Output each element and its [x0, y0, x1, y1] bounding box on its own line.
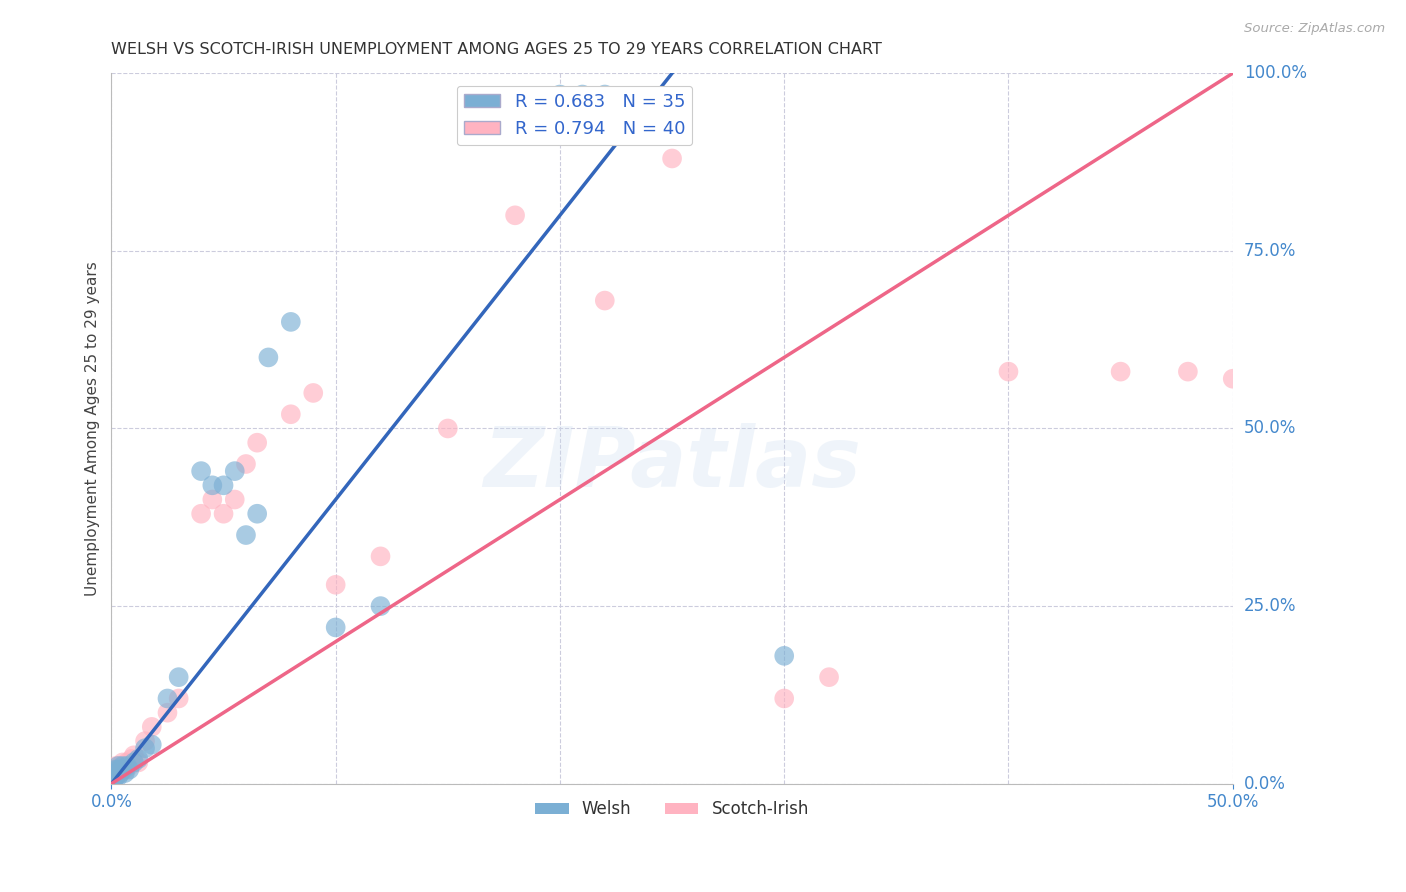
Point	[127, 756, 149, 770]
Point	[107, 766, 129, 780]
Point	[107, 770, 129, 784]
Point	[114, 763, 136, 777]
Point	[280, 315, 302, 329]
Point	[103, 773, 125, 788]
Point	[661, 152, 683, 166]
Point	[224, 464, 246, 478]
Text: 0.0%: 0.0%	[1244, 775, 1286, 793]
Point	[115, 756, 138, 770]
Point	[156, 691, 179, 706]
Point	[104, 766, 127, 780]
Point	[111, 763, 134, 777]
Text: WELSH VS SCOTCH-IRISH UNEMPLOYMENT AMONG AGES 25 TO 29 YEARS CORRELATION CHART: WELSH VS SCOTCH-IRISH UNEMPLOYMENT AMONG…	[111, 42, 883, 57]
Point	[773, 691, 796, 706]
Point	[118, 763, 141, 777]
Point	[257, 351, 280, 365]
Point	[115, 759, 138, 773]
Point	[1177, 365, 1199, 379]
Point	[103, 766, 125, 780]
Point	[235, 457, 257, 471]
Point	[107, 759, 129, 773]
Point	[118, 759, 141, 773]
Point	[773, 648, 796, 663]
Point	[141, 720, 163, 734]
Point	[134, 741, 156, 756]
Point	[224, 492, 246, 507]
Point	[121, 752, 143, 766]
Point	[107, 763, 129, 777]
Point	[246, 507, 269, 521]
Point	[201, 478, 224, 492]
Point	[122, 748, 145, 763]
Point	[436, 421, 458, 435]
Point	[325, 620, 347, 634]
Point	[110, 759, 132, 773]
Point	[134, 734, 156, 748]
Point	[104, 763, 127, 777]
Point	[167, 691, 190, 706]
Point	[246, 435, 269, 450]
Point	[156, 706, 179, 720]
Point	[111, 759, 134, 773]
Text: 50.0%: 50.0%	[1244, 419, 1296, 437]
Point	[107, 763, 129, 777]
Point	[190, 507, 212, 521]
Point	[593, 87, 616, 102]
Point	[997, 365, 1019, 379]
Point	[571, 87, 593, 102]
Point	[1222, 372, 1244, 386]
Point	[593, 293, 616, 308]
Legend: Welsh, Scotch-Irish: Welsh, Scotch-Irish	[529, 794, 815, 825]
Text: 75.0%: 75.0%	[1244, 242, 1296, 260]
Text: Source: ZipAtlas.com: Source: ZipAtlas.com	[1244, 22, 1385, 36]
Point	[1109, 365, 1132, 379]
Point	[111, 763, 134, 777]
Point	[104, 770, 127, 784]
Point	[302, 386, 325, 401]
Point	[110, 763, 132, 777]
Point	[111, 756, 134, 770]
Point	[818, 670, 841, 684]
Point	[127, 752, 149, 766]
Point	[325, 578, 347, 592]
Y-axis label: Unemployment Among Ages 25 to 29 years: Unemployment Among Ages 25 to 29 years	[86, 261, 100, 596]
Point	[235, 528, 257, 542]
Point	[212, 478, 235, 492]
Point	[370, 549, 392, 564]
Point	[110, 766, 132, 780]
Point	[103, 771, 125, 785]
Point	[103, 770, 125, 784]
Point	[104, 763, 127, 777]
Point	[190, 464, 212, 478]
Point	[167, 670, 190, 684]
Point	[280, 407, 302, 421]
Point	[104, 759, 127, 773]
Point	[212, 507, 235, 521]
Point	[114, 766, 136, 780]
Point	[104, 770, 127, 784]
Point	[141, 738, 163, 752]
Text: 100.0%: 100.0%	[1244, 64, 1308, 82]
Point	[201, 492, 224, 507]
Point	[503, 208, 526, 222]
Text: 25.0%: 25.0%	[1244, 597, 1296, 615]
Point	[370, 599, 392, 613]
Point	[548, 87, 571, 102]
Text: ZIPatlas: ZIPatlas	[484, 424, 860, 505]
Point	[122, 756, 145, 770]
